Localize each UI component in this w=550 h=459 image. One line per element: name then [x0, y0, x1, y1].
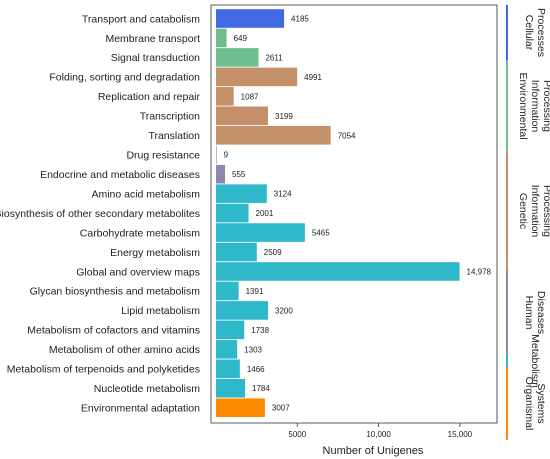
value-label: 7054 — [338, 131, 356, 140]
value-label: 4185 — [291, 15, 309, 24]
value-label: 5465 — [312, 229, 330, 238]
value-label: 1738 — [251, 326, 269, 335]
bar — [216, 340, 238, 359]
category-label: Signal transduction — [111, 52, 200, 64]
category-label: Biosynthesis of other secondary metaboli… — [0, 208, 200, 220]
x-tick-label: 10,000 — [366, 430, 391, 439]
value-label: 2001 — [256, 209, 274, 218]
x-tick-label: 5000 — [288, 430, 306, 439]
bar — [216, 67, 298, 87]
category-label: Glycan biosynthesis and metabolism — [30, 286, 201, 298]
bar — [216, 262, 460, 281]
value-label: 2611 — [265, 53, 283, 62]
category-label: Environmental adaptation — [81, 403, 200, 415]
bar — [216, 9, 285, 28]
value-label: 14,978 — [467, 267, 492, 276]
value-labels: 4185 649 2611 4991 1087 3199 7054 9 555 3124 2001 5… — [224, 15, 492, 413]
bars-layer — [216, 9, 460, 417]
bar — [216, 203, 249, 223]
group-label: CellularProcesses — [523, 8, 547, 57]
bar — [216, 125, 331, 145]
category-label: Transcription — [140, 111, 200, 123]
bar — [216, 398, 265, 417]
value-label: 1391 — [246, 287, 264, 296]
group-label: EnvironmentalInformationProcessing — [517, 72, 550, 139]
value-label: 3199 — [275, 112, 293, 121]
category-label: Drug resistance — [126, 150, 200, 162]
category-label: Lipid metabolism — [121, 305, 200, 317]
bar — [216, 87, 234, 106]
group-label: HumanDiseases — [523, 291, 547, 334]
category-label: Global and overview maps — [76, 266, 200, 278]
bar — [216, 184, 267, 203]
category-label: Nucleotide metabolism — [94, 383, 200, 395]
value-label: 1087 — [241, 92, 259, 101]
bar — [216, 359, 240, 379]
value-label: 649 — [234, 34, 248, 43]
x-axis-title: Number of Unigenes — [323, 445, 424, 457]
category-label: Carbohydrate metabolism — [80, 227, 200, 239]
value-label: 555 — [232, 170, 246, 179]
bar — [216, 320, 245, 340]
x-axis-ticks: 5000 10,000 15,000 — [288, 423, 473, 439]
bar — [216, 223, 305, 242]
bar — [216, 164, 226, 184]
category-label: Transport and catabolism — [82, 13, 200, 25]
category-label: Membrane transport — [105, 33, 200, 45]
bar — [216, 28, 227, 48]
category-label: Folding, sorting and degradation — [49, 72, 200, 84]
value-label: 3124 — [274, 190, 292, 199]
value-label: 9 — [224, 151, 229, 160]
value-label: 4991 — [304, 73, 322, 82]
bar — [216, 378, 246, 398]
value-label: 3200 — [275, 306, 293, 315]
category-label: Metabolism of terpenoids and polyketides — [7, 364, 200, 376]
value-label: 2509 — [264, 248, 282, 257]
bar — [216, 145, 217, 165]
bar — [216, 106, 269, 126]
bar — [216, 48, 259, 67]
x-tick-label: 15,000 — [448, 430, 473, 439]
bar — [216, 242, 257, 262]
value-label: 1784 — [252, 384, 270, 393]
group-label: GeneticInformationProcessing — [517, 185, 550, 238]
value-label: 1303 — [244, 345, 262, 354]
bar — [216, 281, 239, 301]
bar — [216, 301, 269, 320]
value-label: 3007 — [272, 404, 290, 413]
group-label: OrganismalSystems — [523, 377, 547, 431]
category-label: Metabolism of other amino acids — [49, 344, 200, 356]
category-label: Replication and repair — [98, 91, 201, 103]
group-brackets: CellularProcesses EnvironmentalInformatio… — [506, 5, 550, 440]
category-label: Translation — [148, 130, 200, 142]
category-labels: Transport and catabolism Membrane transpo… — [0, 13, 200, 414]
category-label: Amino acid metabolism — [91, 188, 200, 200]
group-label: Metabolism — [529, 334, 541, 388]
category-label: Endocrine and metabolic diseases — [40, 169, 200, 181]
plot-frame — [210, 4, 498, 424]
value-label: 1466 — [247, 365, 265, 374]
category-label: Energy metabolism — [110, 247, 200, 259]
category-label: Metabolism of cofactors and vitamins — [27, 325, 200, 337]
